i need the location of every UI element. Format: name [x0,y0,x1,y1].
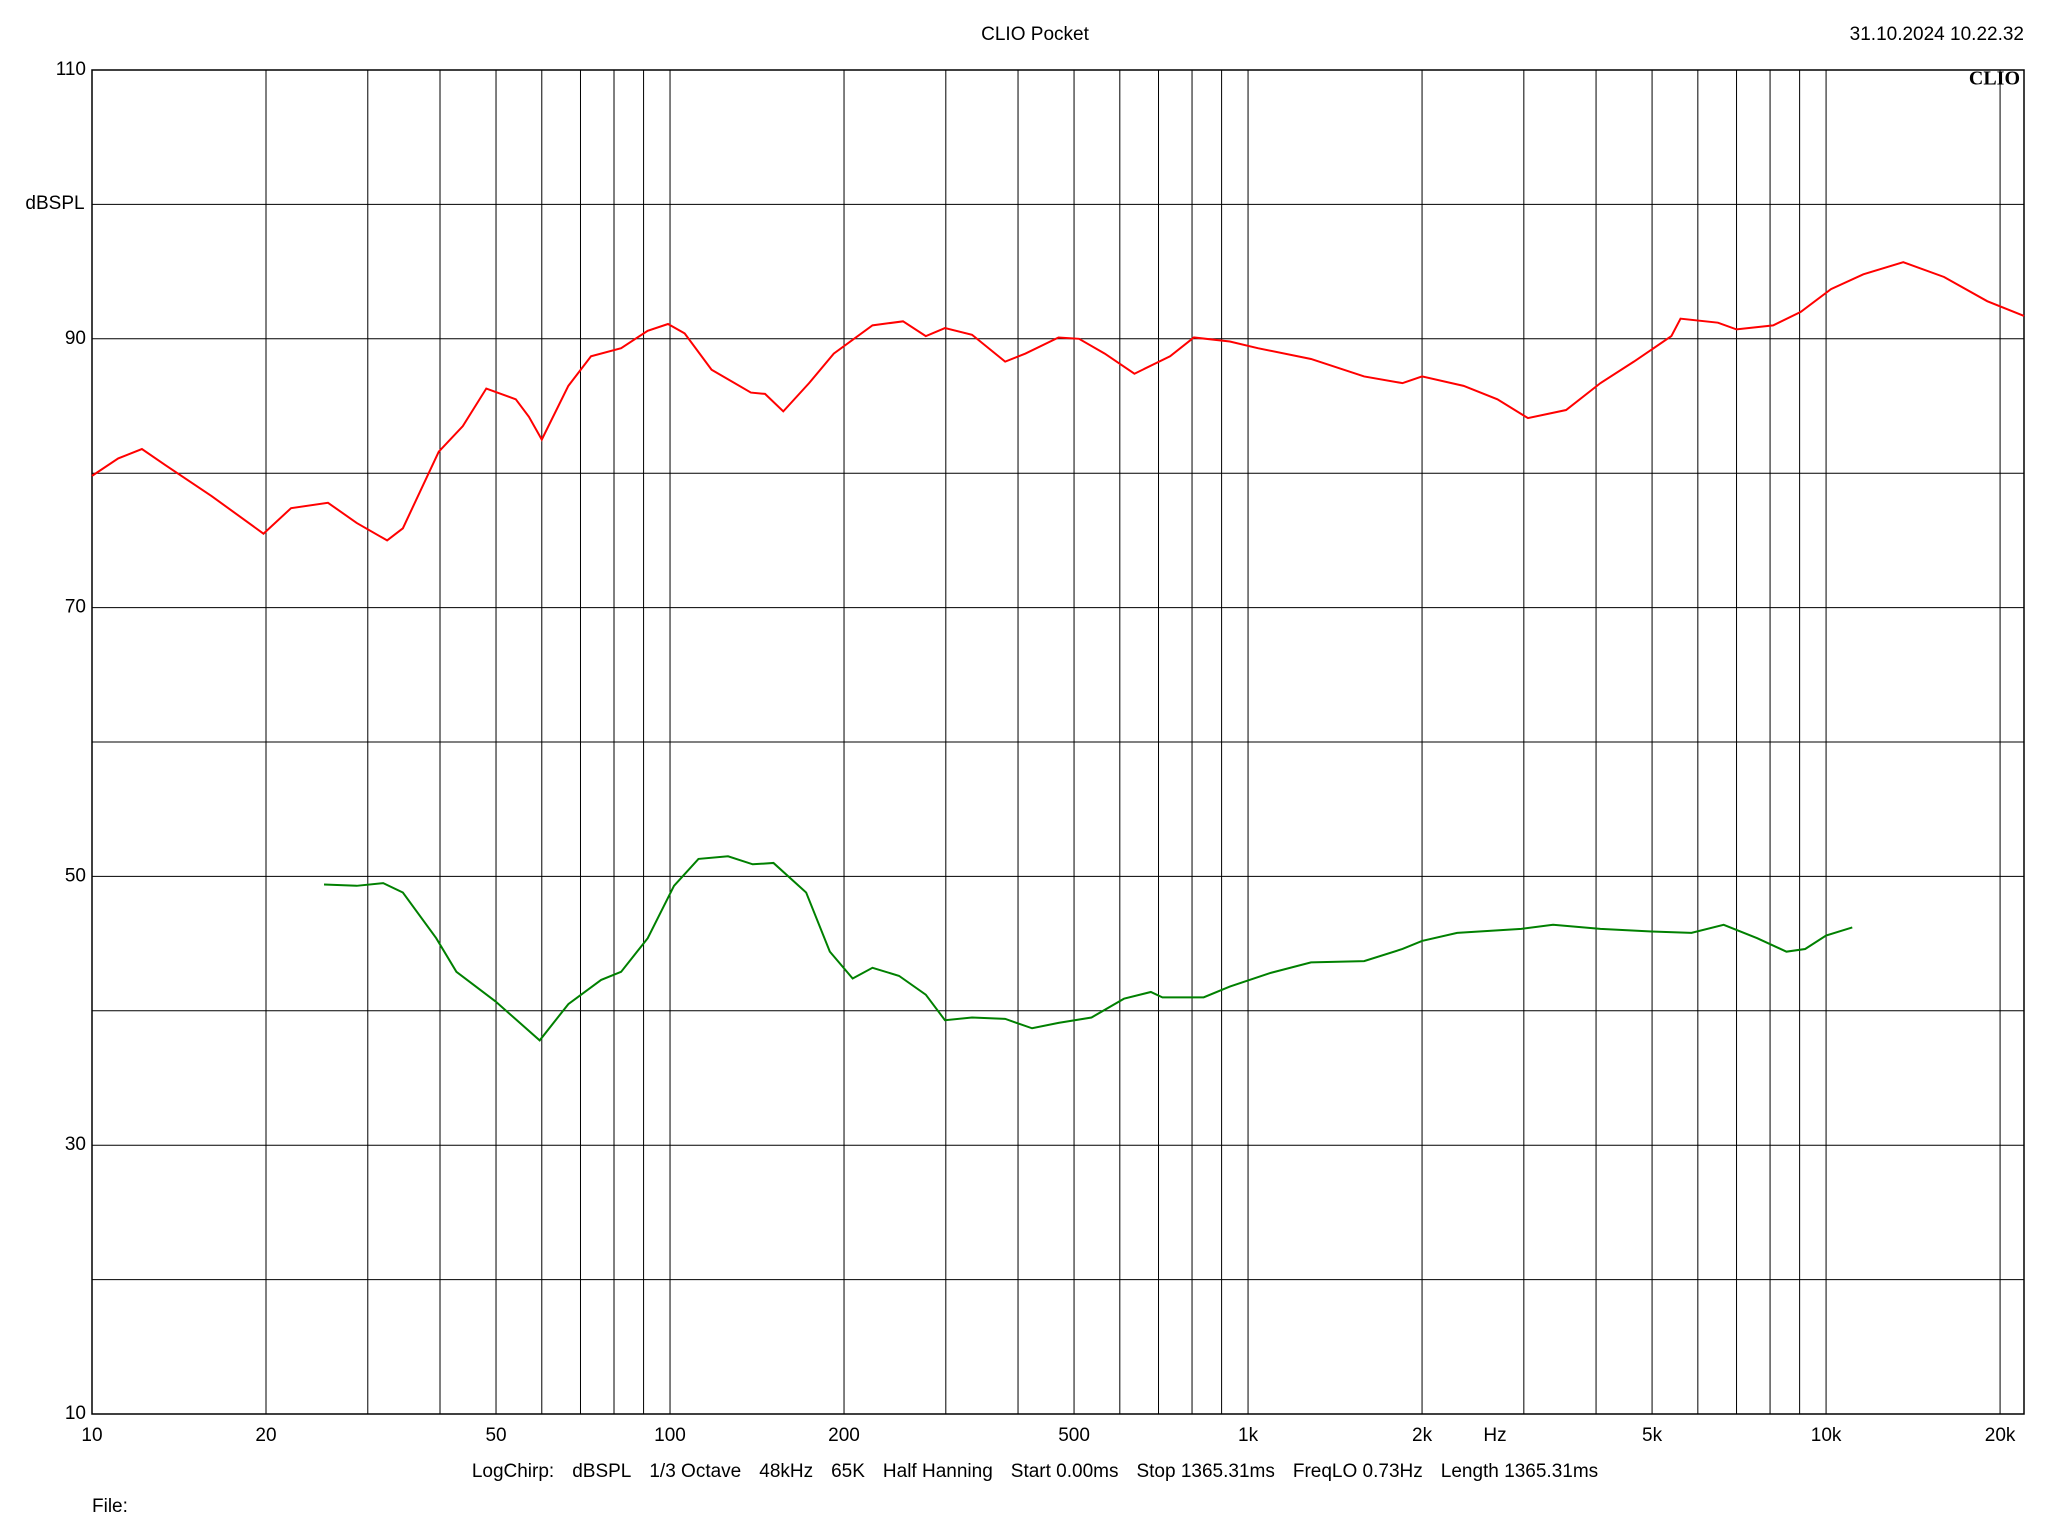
x-tick-label: 20 [255,1425,276,1446]
x-tick-label: 1k [1238,1425,1259,1446]
setting: LogChirp: [472,1461,554,1482]
setting: 48kHz [759,1461,813,1482]
x-tick-label: 20k [1985,1425,2016,1446]
y-tick-label: 90 [65,328,86,349]
setting: Start 0.00ms [1011,1461,1119,1482]
y-tick-label: 10 [65,1403,86,1424]
setting: FreqLO 0.73Hz [1293,1461,1423,1482]
y-axis-label: dBSPL [25,193,84,214]
x-tick-label: 10k [1811,1425,1842,1446]
y-tick-label: 50 [65,865,86,886]
logo: CLIO [1969,68,2020,90]
settings: LogChirp: dBSPL 1/3 Octave 48kHz 65K Half Han… [472,1461,1598,1482]
plot-frame [91,69,2025,1415]
x-tick-label: 200 [828,1425,860,1446]
file-label: File: [92,1496,128,1517]
setting: Stop 1365.31ms [1136,1461,1274,1482]
x-tick-label: 5k [1642,1425,1663,1446]
setting: Length 1365.31ms [1441,1461,1598,1482]
x-axis-label: Hz [1483,1425,1506,1446]
chart-title: CLIO Pocket [981,24,1089,45]
x-tick-label: 10 [81,1425,102,1446]
setting: dBSPL [572,1461,631,1482]
series-line [323,855,1853,1042]
x-tick-label: 100 [654,1425,686,1446]
x-tick-label: 500 [1058,1425,1090,1446]
setting: 1/3 Octave [649,1461,741,1482]
y-tick-label: 30 [65,1134,86,1155]
y-tick-label: 70 [65,597,86,618]
x-tick-label: 2k [1412,1425,1433,1446]
timestamp: 31.10.2024 10.22.32 [1850,24,2024,45]
x-tick-label: 50 [485,1425,506,1446]
y-tick-label: 110 [56,59,86,80]
setting: 65K [831,1461,865,1482]
setting: Half Hanning [883,1461,993,1482]
series-line [91,261,2025,542]
